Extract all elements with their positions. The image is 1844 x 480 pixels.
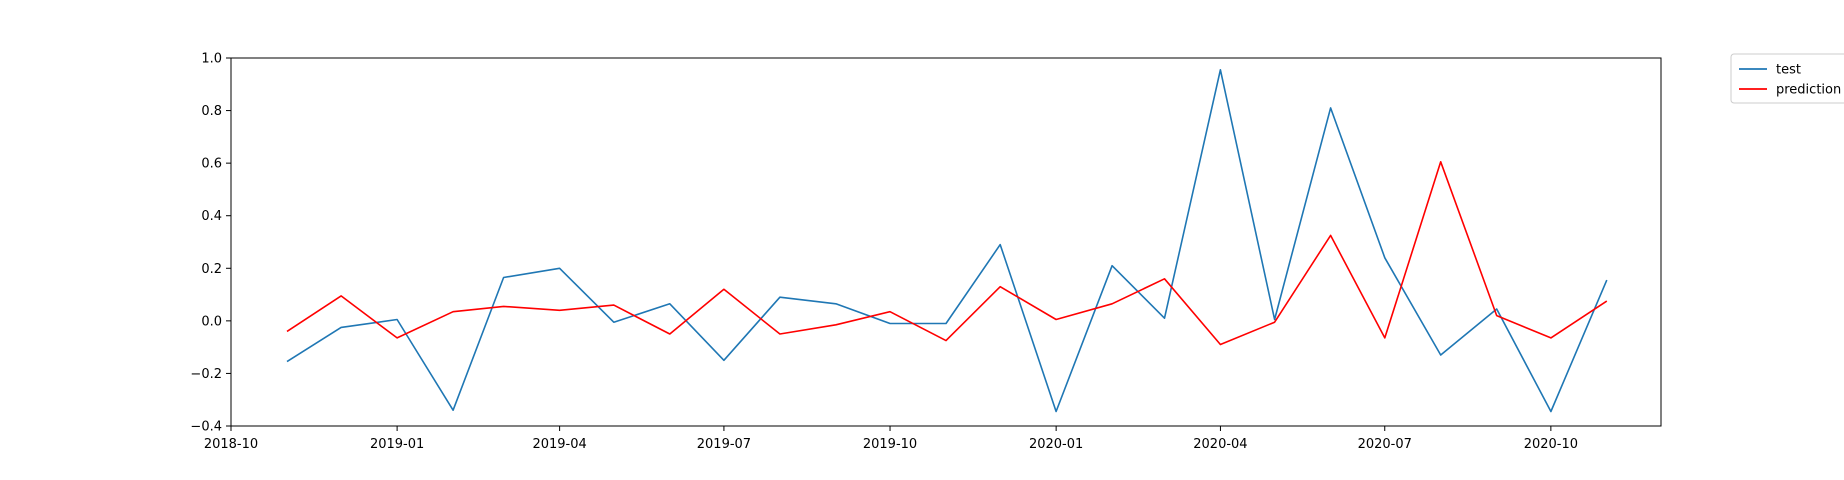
series-lines: [286, 69, 1608, 413]
legend: test prediction: [1730, 53, 1844, 104]
plot-area: [230, 57, 1662, 427]
y-tick-label: 0.2: [201, 262, 222, 277]
y-tick-label: −0.2: [190, 367, 222, 382]
legend-label-test: test: [1776, 63, 1801, 78]
x-tick-label: 2019-01: [370, 437, 424, 452]
y-axis: −0.4 −0.2 0.0 0.2 0.4 0.6 0.8 1.0: [190, 52, 231, 435]
y-tick-label: −0.4: [190, 420, 222, 435]
x-tick-label: 2020-04: [1193, 437, 1247, 452]
y-tick-label: 0.6: [201, 157, 222, 172]
y-tick-label: 0.8: [201, 104, 222, 119]
x-tick-label: 2020-01: [1029, 437, 1083, 452]
x-tick-label: 2020-10: [1524, 437, 1578, 452]
x-tick-label: 2018-10: [204, 437, 258, 452]
series-line-prediction: [286, 161, 1608, 346]
x-tick-label: 2019-04: [532, 437, 586, 452]
x-tick-label: 2020-07: [1358, 437, 1412, 452]
x-tick-label: 2019-07: [697, 437, 751, 452]
x-tick-label: 2019-10: [863, 437, 917, 452]
series-line-test: [286, 69, 1608, 413]
y-tick-label: 0.4: [201, 209, 222, 224]
legend-box: [1730, 53, 1844, 104]
legend-label-prediction: prediction: [1776, 83, 1841, 98]
x-axis: 2018-10 2019-01 2019-04 2019-07 2019-10 2020-…: [204, 426, 1578, 452]
y-tick-label: 0.0: [201, 314, 222, 329]
y-tick-label: 1.0: [201, 52, 222, 67]
